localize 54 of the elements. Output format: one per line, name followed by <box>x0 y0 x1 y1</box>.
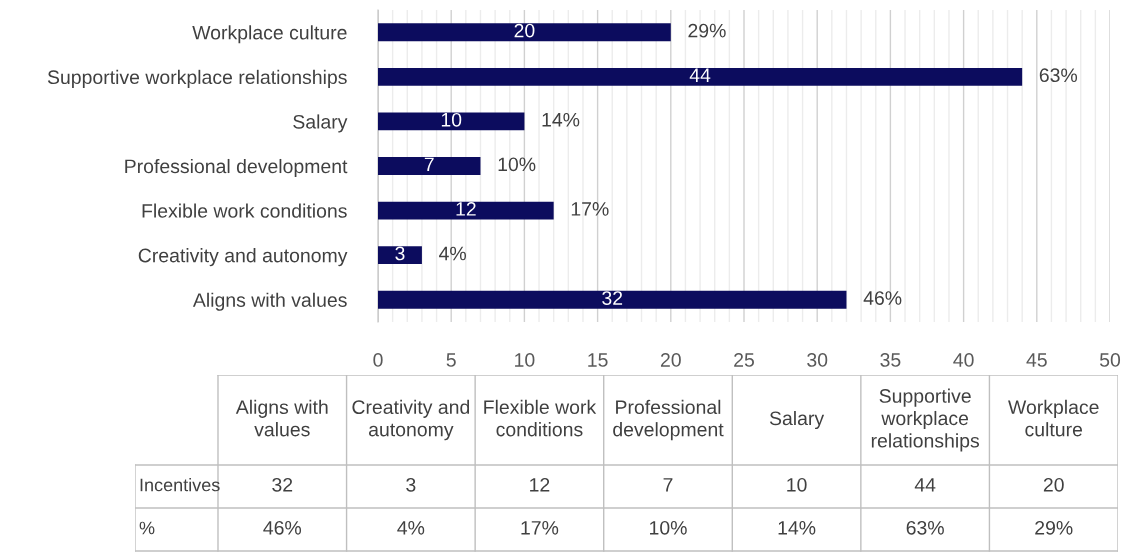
x-tick-label: 5 <box>446 353 456 367</box>
data-label: 20 <box>514 23 535 38</box>
x-tick-label: 20 <box>660 353 681 367</box>
category-label: Flexible work conditions <box>484 399 597 437</box>
x-tick-label: 35 <box>880 353 901 367</box>
text: 46% <box>263 520 302 535</box>
x-tick-label: 25 <box>734 353 754 367</box>
x-tick-label: 30 <box>807 353 828 367</box>
y-tick-label: Aligns with values <box>192 292 347 311</box>
text: % <box>139 521 155 535</box>
text: 32 <box>272 477 293 492</box>
annotation: 10% <box>498 157 536 172</box>
data-label: 7 <box>424 157 434 172</box>
text: 14% <box>778 521 816 535</box>
data-label: 12 <box>456 202 476 216</box>
text: 17% <box>521 521 559 535</box>
x-tick-label: 0 <box>373 353 383 367</box>
text: 44 <box>914 478 936 492</box>
y-tick-label: Supportive workplace relationships <box>47 69 347 88</box>
text: 3 <box>406 477 416 492</box>
text: 29% <box>1035 520 1073 535</box>
x-tick-label: 15 <box>588 353 608 367</box>
text: Incentives <box>140 478 220 492</box>
text: 7 <box>663 478 673 492</box>
annotation: 29% <box>688 23 726 38</box>
annotation: 17% <box>571 202 609 216</box>
category-label: Workplace culture <box>1008 399 1099 437</box>
y-tick-label: Creativity and autonomy <box>138 248 348 267</box>
x-tick-label: 40 <box>953 353 974 367</box>
y-tick-label: Salary <box>293 114 348 133</box>
category-label: Salary <box>769 410 825 430</box>
annotation: 46% <box>863 291 902 305</box>
annotation: 63% <box>1039 68 1078 83</box>
annotation: 14% <box>542 112 580 127</box>
data-label: 3 <box>395 246 405 261</box>
y-tick-label: Workplace culture <box>192 25 347 44</box>
category-label: Professional development <box>613 399 724 441</box>
y-tick-label: Professional development <box>125 158 348 178</box>
y-tick-label: Flexible work conditions <box>142 203 347 218</box>
annotation: 4% <box>439 246 466 261</box>
text: 12 <box>530 477 550 492</box>
data-label: 32 <box>602 291 623 305</box>
x-tick-label: 10 <box>515 353 535 367</box>
x-tick-label: 50 <box>1099 353 1121 367</box>
x-tick-label: 45 <box>1026 353 1047 367</box>
text: 10% <box>650 520 687 535</box>
text: 4% <box>397 521 425 535</box>
data-label: 44 <box>689 68 711 82</box>
text: 63% <box>906 520 944 535</box>
text: 10 <box>787 477 807 492</box>
data-label: 10 <box>441 112 462 127</box>
text: 20 <box>1043 477 1064 492</box>
category-label: Creativity and autonomy <box>352 399 470 441</box>
category-label: Supportive workplace relationships <box>871 388 980 452</box>
